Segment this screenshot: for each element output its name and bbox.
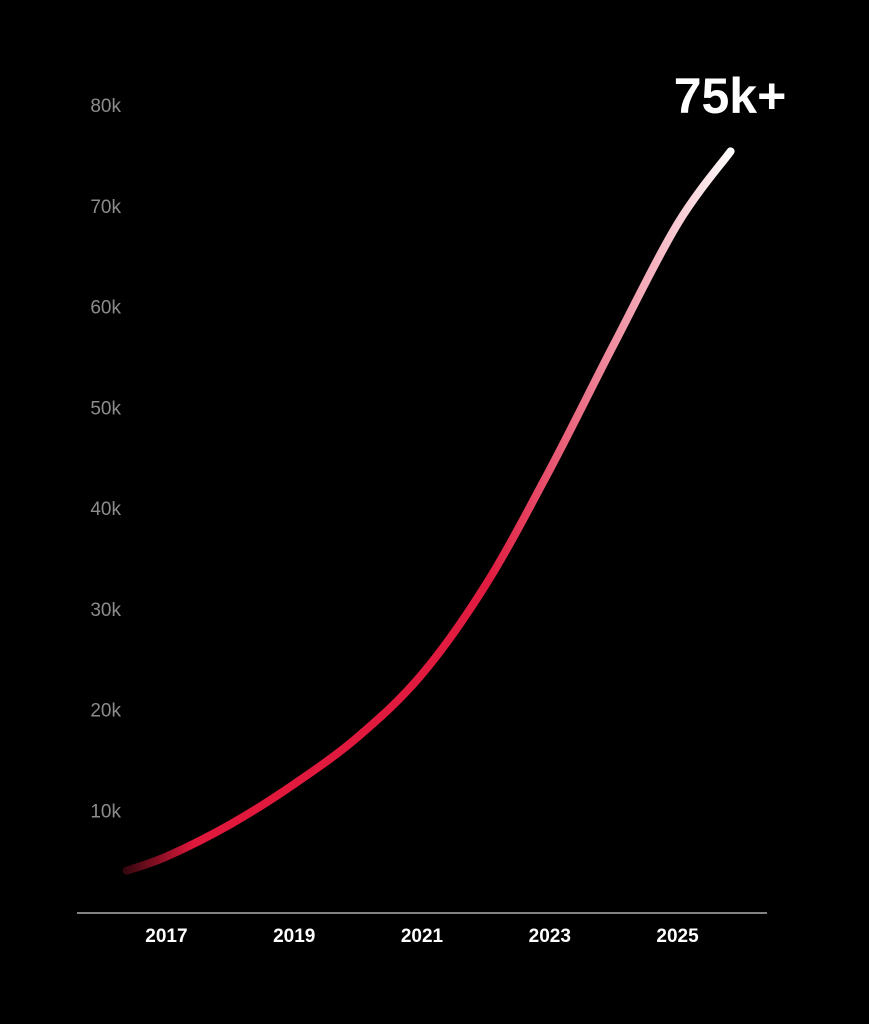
x-tick-label: 2017 xyxy=(145,926,187,947)
y-tick-label: 50k xyxy=(90,398,121,419)
y-tick-label: 30k xyxy=(90,600,121,621)
annotation: 75k+ xyxy=(674,68,787,124)
y-tick-label: 60k xyxy=(90,298,121,319)
y-tick-label: 40k xyxy=(90,499,121,520)
x-tick-label: 2025 xyxy=(656,926,699,947)
y-tick-label: 20k xyxy=(90,701,121,722)
line xyxy=(122,147,735,875)
y-tick-label: 10k xyxy=(90,801,121,822)
x-tick-label: 2019 xyxy=(273,926,315,947)
y-tick-label: 80k xyxy=(90,96,121,117)
y-tick-label: 70k xyxy=(90,197,121,218)
x-tick-label: 2021 xyxy=(401,926,444,947)
x-tick-label: 2023 xyxy=(529,926,571,947)
